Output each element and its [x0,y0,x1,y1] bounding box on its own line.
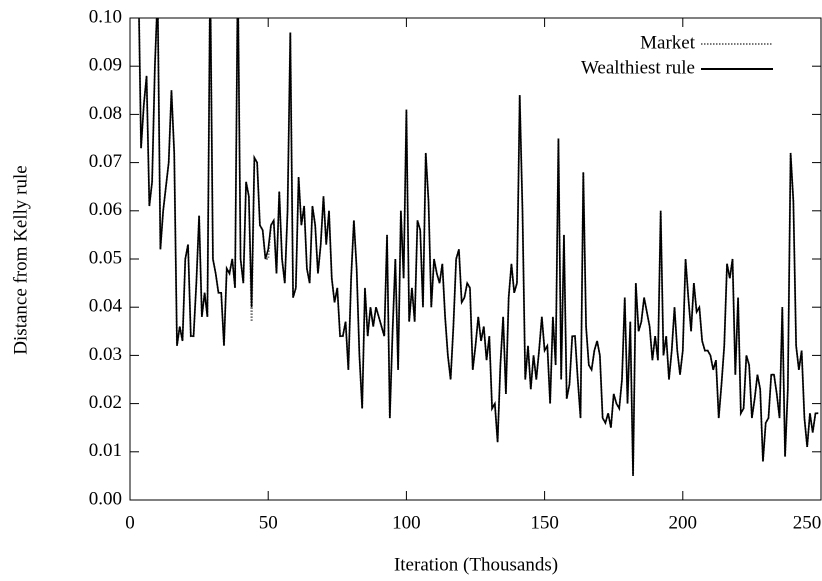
series-line [138,18,819,476]
y-tick-label: 0.09 [89,55,122,76]
x-tick-label: 50 [259,512,278,533]
y-tick-label: 0.03 [89,344,122,365]
y-tick-label: 0.06 [89,199,122,220]
legend-label: Wealthiest rule [581,57,695,78]
x-tick-label: 200 [669,512,698,533]
y-tick-label: 0.00 [89,488,122,509]
y-tick-label: 0.02 [89,392,122,413]
y-tick-label: 0.04 [89,296,123,317]
y-tick-label: 0.08 [89,103,122,124]
y-tick-label: 0.10 [89,6,122,27]
x-tick-label: 250 [793,512,822,533]
x-tick-label: 0 [125,512,135,533]
x-tick-label: 100 [392,512,421,533]
y-tick-label: 0.05 [89,247,122,268]
x-tick-label: 150 [530,512,559,533]
y-axis-title: Distance from Kelly rule [10,165,31,354]
y-tick-label: 0.07 [89,151,122,172]
x-axis-title: Iteration (Thousands) [394,554,558,575]
legend-label: Market [640,32,696,53]
plot-frame [129,17,822,501]
y-tick-label: 0.01 [89,440,122,461]
